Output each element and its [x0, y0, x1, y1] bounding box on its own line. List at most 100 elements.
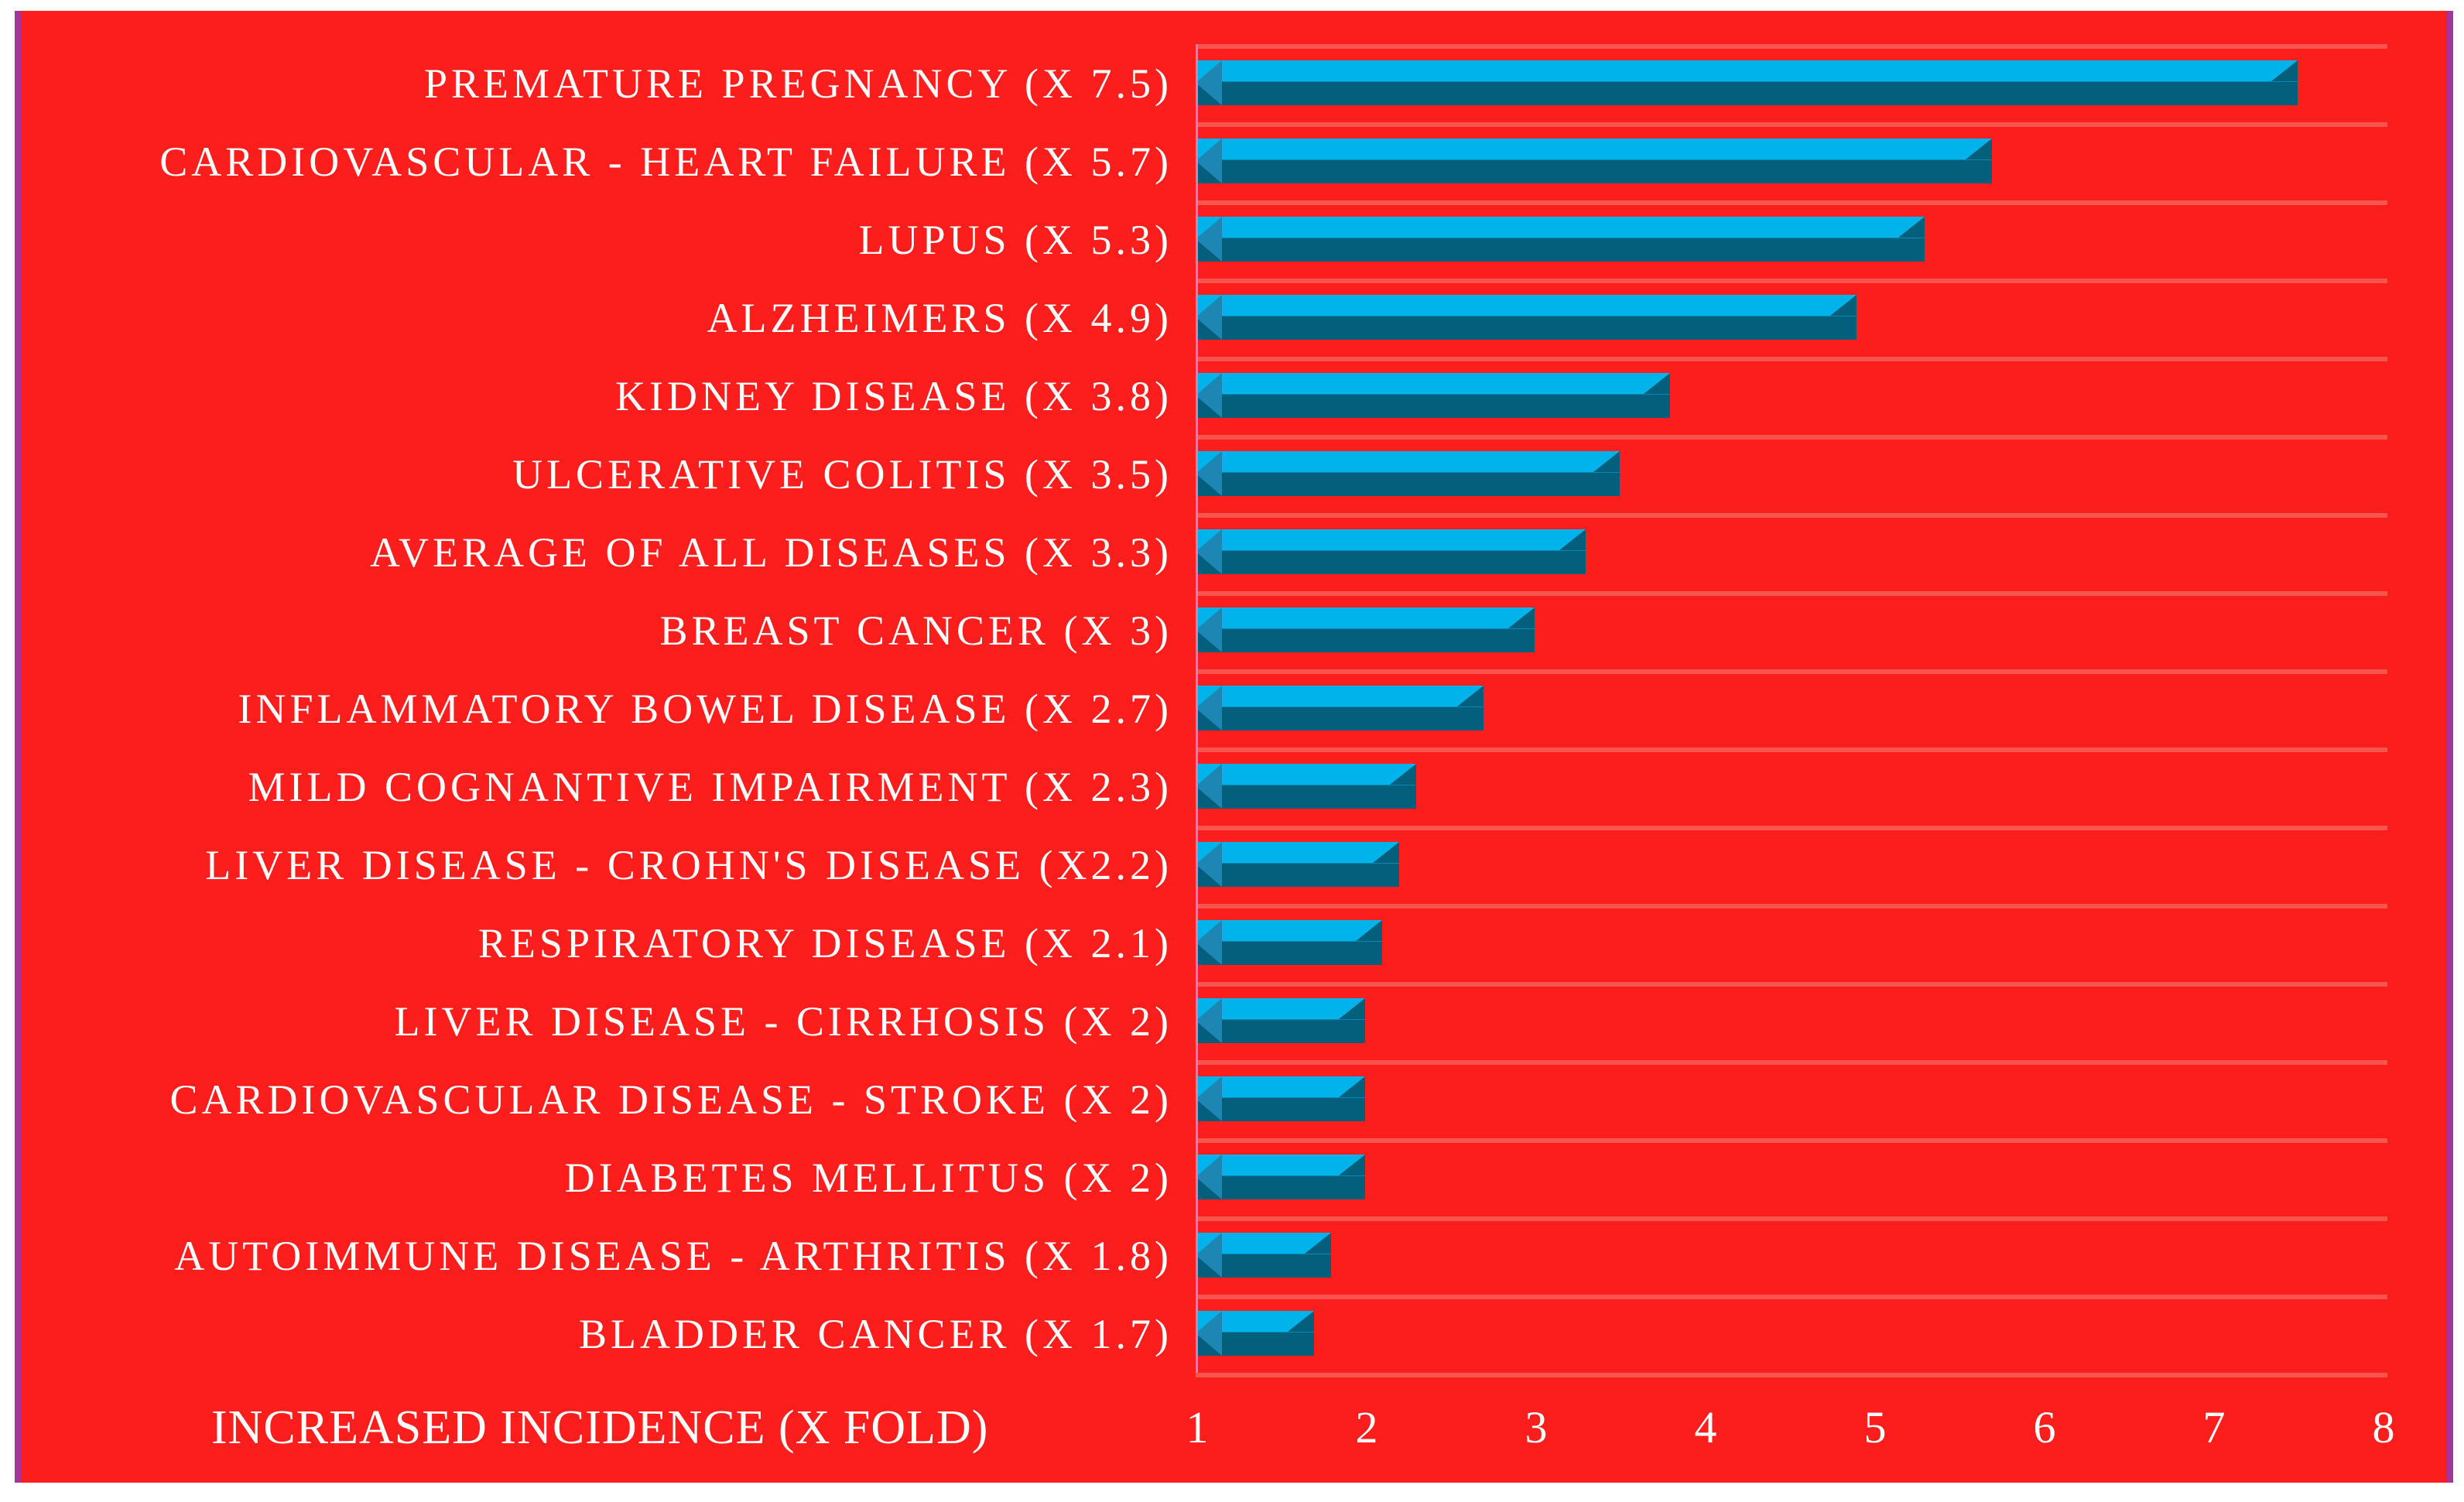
- bar: [1196, 60, 2298, 105]
- gridline: [1196, 513, 2387, 518]
- category-label-cell: LUPUS (X 5.3): [21, 200, 1196, 279]
- bar: [1196, 373, 1671, 418]
- gridline: [1196, 904, 2387, 908]
- plot-cell: [1196, 1060, 2447, 1138]
- bar: [1196, 998, 1365, 1043]
- gridline: [1196, 826, 2387, 830]
- gridline: [1196, 1138, 2387, 1143]
- plot-cell: [1196, 1138, 2447, 1216]
- category-label: LUPUS (X 5.3): [858, 216, 1172, 263]
- bar: [1196, 1155, 1365, 1199]
- category-label-cell: ULCERATIVE COLITIS (X 3.5): [21, 435, 1196, 513]
- plot-cell: [1196, 904, 2447, 982]
- gridline: [1196, 44, 2387, 49]
- category-label-cell: MILD COGNANTIVE IMPAIRMENT (X 2.3): [21, 748, 1196, 826]
- plot-cell: [1196, 44, 2447, 122]
- gridline: [1196, 200, 2387, 205]
- category-label: BREAST CANCER (X 3): [659, 607, 1172, 654]
- chart-row: LIVER DISEASE - CROHN'S DISEASE (X2.2): [21, 826, 2447, 904]
- plot-cell: [1196, 357, 2447, 435]
- gridline: [1196, 1216, 2387, 1221]
- bar: [1196, 295, 1857, 340]
- category-label: BLADDER CANCER (X 1.7): [579, 1310, 1172, 1357]
- chart-row: KIDNEY DISEASE (X 3.8): [21, 357, 2447, 435]
- category-label-cell: DIABETES MELLITUS (X 2): [21, 1138, 1196, 1216]
- chart-row: DIABETES MELLITUS (X 2): [21, 1138, 2447, 1216]
- plot-cell: [1196, 591, 2447, 669]
- bar: [1196, 529, 1586, 574]
- plot-cell: [1196, 513, 2447, 591]
- axis-title-cell: INCREASED INCIDENCE (X FOLD): [21, 1373, 1196, 1483]
- category-label-cell: KIDNEY DISEASE (X 3.8): [21, 357, 1196, 435]
- category-label: MILD COGNANTIVE IMPAIRMENT (X 2.3): [248, 763, 1172, 810]
- x-axis-title: INCREASED INCIDENCE (X FOLD): [211, 1401, 989, 1454]
- bar: [1196, 1311, 1315, 1356]
- category-label: DIABETES MELLITUS (X 2): [564, 1154, 1172, 1201]
- category-label-cell: AVERAGE OF ALL DISEASES (X 3.3): [21, 513, 1196, 591]
- category-label: PREMATURE PREGNANCY (X 7.5): [423, 60, 1172, 107]
- chart-row: AUTOIMMUNE DISEASE - ARTHRITIS (X 1.8): [21, 1216, 2447, 1295]
- chart-row: CARDIOVASCULAR - HEART FAILURE (X 5.7): [21, 122, 2447, 200]
- bar: [1196, 607, 1535, 652]
- category-label-cell: INFLAMMATORY BOWEL DISEASE (X 2.7): [21, 669, 1196, 748]
- plot-cell: [1196, 748, 2447, 826]
- category-label: LIVER DISEASE - CIRRHOSIS (X 2): [394, 997, 1172, 1045]
- chart-row: INFLAMMATORY BOWEL DISEASE (X 2.7): [21, 669, 2447, 748]
- gridline: [1196, 591, 2387, 596]
- chart-row: ALZHEIMERS (X 4.9): [21, 279, 2447, 357]
- x-axis-line: [1196, 44, 1198, 1373]
- category-label: LIVER DISEASE - CROHN'S DISEASE (X2.2): [205, 841, 1172, 888]
- chart-row: MILD COGNANTIVE IMPAIRMENT (X 2.3): [21, 748, 2447, 826]
- category-label-cell: BLADDER CANCER (X 1.7): [21, 1295, 1196, 1373]
- chart-row: AVERAGE OF ALL DISEASES (X 3.3): [21, 513, 2447, 591]
- category-label: AVERAGE OF ALL DISEASES (X 3.3): [369, 529, 1172, 576]
- chart-row: LUPUS (X 5.3): [21, 200, 2447, 279]
- bar: [1196, 686, 1484, 730]
- category-label: AUTOIMMUNE DISEASE - ARTHRITIS (X 1.8): [174, 1232, 1172, 1279]
- bar-rows: PREMATURE PREGNANCY (X 7.5) CARDIOVASCULA…: [21, 44, 2447, 1373]
- bar: [1196, 920, 1382, 965]
- x-tick-label: 7: [2202, 1402, 2226, 1452]
- category-label: KIDNEY DISEASE (X 3.8): [615, 372, 1172, 419]
- gridline: [1196, 435, 2387, 440]
- category-label: ULCERATIVE COLITIS (X 3.5): [512, 450, 1172, 498]
- category-label-cell: CARDIOVASCULAR DISEASE - STROKE (X 2): [21, 1060, 1196, 1138]
- gridline: [1196, 1373, 2387, 1377]
- chart-row: BREAST CANCER (X 3): [21, 591, 2447, 669]
- plot-cell: [1196, 435, 2447, 513]
- bar: [1196, 842, 1399, 887]
- x-axis-ticks: 1 2 3 4 5 6 7 8: [1186, 1373, 2447, 1483]
- category-label-cell: CARDIOVASCULAR - HEART FAILURE (X 5.7): [21, 122, 1196, 200]
- x-tick-label: 8: [2372, 1402, 2395, 1452]
- chart-row: ULCERATIVE COLITIS (X 3.5): [21, 435, 2447, 513]
- category-label: ALZHEIMERS (X 4.9): [707, 294, 1172, 341]
- gridline: [1196, 122, 2387, 127]
- axis-row: INCREASED INCIDENCE (X FOLD) 1 2 3 4 5 6 7 8: [21, 1373, 2447, 1483]
- gridline: [1196, 279, 2387, 283]
- x-tick-label: 1: [1186, 1402, 1209, 1452]
- category-label-cell: LIVER DISEASE - CROHN'S DISEASE (X2.2): [21, 826, 1196, 904]
- plot-cell: [1196, 1295, 2447, 1373]
- gridline: [1196, 1060, 2387, 1065]
- x-tick-label: 2: [1355, 1402, 1378, 1452]
- plot-cell: [1196, 826, 2447, 904]
- gridline: [1196, 669, 2387, 674]
- bar: [1196, 217, 1925, 262]
- chart-slide: PREMATURE PREGNANCY (X 7.5) CARDIOVASCULA…: [15, 11, 2453, 1483]
- category-label-cell: ALZHEIMERS (X 4.9): [21, 279, 1196, 357]
- category-label: RESPIRATORY DISEASE (X 2.1): [477, 919, 1172, 967]
- plot-cell: [1196, 122, 2447, 200]
- category-label-cell: RESPIRATORY DISEASE (X 2.1): [21, 904, 1196, 982]
- chart-row: CARDIOVASCULAR DISEASE - STROKE (X 2): [21, 1060, 2447, 1138]
- x-tick-label: 5: [1863, 1402, 1887, 1452]
- bar: [1196, 764, 1416, 809]
- bar: [1196, 1076, 1365, 1121]
- bar: [1196, 1233, 1332, 1278]
- category-label: CARDIOVASCULAR - HEART FAILURE (X 5.7): [159, 138, 1172, 185]
- category-label-cell: LIVER DISEASE - CIRRHOSIS (X 2): [21, 982, 1196, 1060]
- x-tick-label: 3: [1525, 1402, 1548, 1452]
- plot-cell: [1196, 982, 2447, 1060]
- category-label: CARDIOVASCULAR DISEASE - STROKE (X 2): [169, 1076, 1172, 1123]
- category-label: INFLAMMATORY BOWEL DISEASE (X 2.7): [238, 685, 1172, 732]
- gridline: [1196, 748, 2387, 752]
